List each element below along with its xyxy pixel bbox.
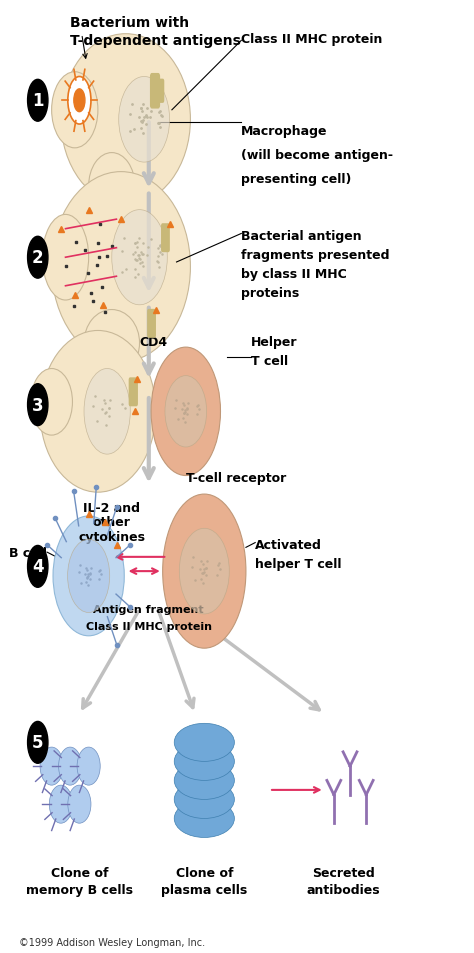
Text: other: other (93, 516, 131, 529)
Text: T-dependent antigens: T-dependent antigens (70, 33, 241, 48)
Text: 2: 2 (32, 249, 44, 267)
Text: cytokines: cytokines (78, 530, 145, 543)
Ellipse shape (52, 72, 98, 149)
Text: fragments presented: fragments presented (241, 249, 390, 261)
Text: presenting cell): presenting cell) (241, 172, 352, 186)
Ellipse shape (42, 215, 89, 301)
Text: plasma cells: plasma cells (161, 883, 247, 896)
Ellipse shape (174, 781, 234, 819)
Ellipse shape (84, 369, 130, 455)
Ellipse shape (118, 77, 170, 163)
Ellipse shape (40, 331, 156, 493)
Ellipse shape (77, 747, 100, 785)
Ellipse shape (68, 785, 91, 823)
Ellipse shape (84, 311, 139, 376)
Ellipse shape (163, 495, 246, 648)
Text: CD4: CD4 (139, 335, 167, 348)
Ellipse shape (165, 376, 207, 448)
Text: 1: 1 (32, 92, 44, 111)
Text: Clone of: Clone of (175, 866, 233, 879)
Ellipse shape (174, 800, 234, 838)
Text: 4: 4 (32, 558, 44, 576)
Text: Activated: Activated (255, 538, 322, 551)
Ellipse shape (59, 747, 82, 785)
Text: ©1999 Addison Wesley Longman, Inc.: ©1999 Addison Wesley Longman, Inc. (19, 937, 205, 947)
Text: proteins: proteins (241, 287, 300, 299)
Text: Macrophage: Macrophage (241, 125, 328, 138)
Ellipse shape (40, 747, 63, 785)
Text: 3: 3 (32, 396, 44, 415)
Text: Bacterium with: Bacterium with (70, 15, 189, 30)
Ellipse shape (174, 761, 234, 800)
FancyBboxPatch shape (162, 225, 169, 253)
Text: Clone of: Clone of (51, 866, 108, 879)
Text: Class II MHC protein: Class II MHC protein (241, 33, 383, 46)
Ellipse shape (68, 539, 109, 613)
Text: B cell: B cell (9, 546, 47, 559)
Circle shape (27, 237, 48, 279)
Text: IL-2 and: IL-2 and (83, 501, 140, 515)
Circle shape (74, 90, 85, 112)
Text: antibodies: antibodies (306, 883, 380, 896)
Circle shape (27, 80, 48, 122)
Ellipse shape (52, 172, 191, 362)
Ellipse shape (61, 34, 191, 206)
Ellipse shape (53, 517, 124, 637)
Text: Helper: Helper (251, 335, 297, 348)
Text: helper T cell: helper T cell (255, 558, 342, 570)
Text: memory B cells: memory B cells (26, 883, 133, 896)
Text: Bacterial antigen: Bacterial antigen (241, 230, 362, 242)
Ellipse shape (179, 529, 229, 615)
Text: T-cell receptor: T-cell receptor (186, 472, 286, 485)
Circle shape (27, 384, 48, 426)
Text: 5: 5 (32, 734, 44, 752)
FancyBboxPatch shape (151, 74, 159, 109)
Text: Antigen fragment: Antigen fragment (93, 605, 204, 615)
Ellipse shape (112, 211, 167, 306)
Text: by class II MHC: by class II MHC (241, 268, 347, 280)
Ellipse shape (89, 153, 135, 220)
Circle shape (27, 721, 48, 763)
Ellipse shape (151, 348, 220, 476)
Text: Class II MHC protein: Class II MHC protein (86, 621, 212, 631)
Ellipse shape (49, 785, 73, 823)
Text: T cell: T cell (251, 355, 288, 367)
Circle shape (27, 546, 48, 588)
Text: Secreted: Secreted (312, 866, 374, 879)
Circle shape (68, 77, 91, 125)
FancyBboxPatch shape (148, 311, 155, 337)
Ellipse shape (31, 369, 73, 436)
Ellipse shape (174, 742, 234, 781)
Ellipse shape (174, 723, 234, 761)
FancyBboxPatch shape (157, 80, 164, 103)
FancyBboxPatch shape (129, 378, 137, 406)
Text: (will become antigen-: (will become antigen- (241, 149, 393, 162)
